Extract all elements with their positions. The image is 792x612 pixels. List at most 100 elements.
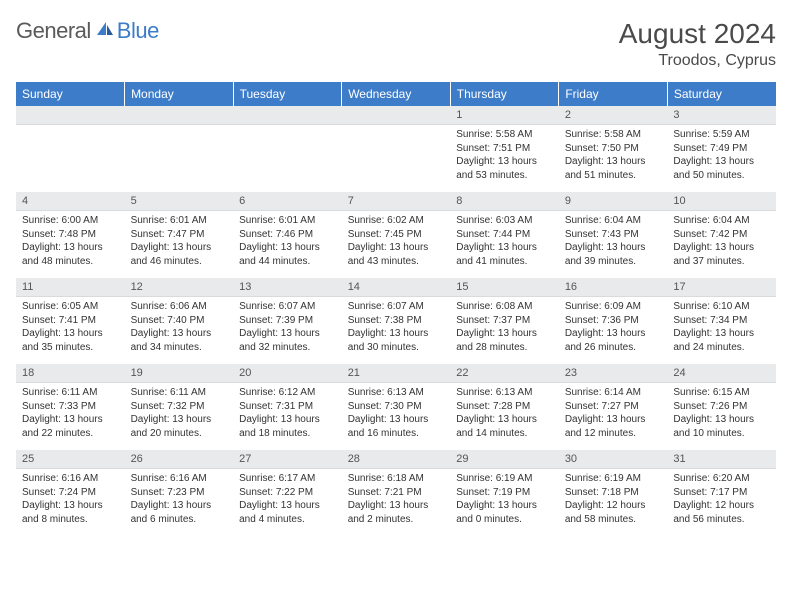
daylight-text: Daylight: 13 hours and 16 minutes. xyxy=(348,413,445,440)
day-number: 27 xyxy=(233,450,342,469)
day-number: 5 xyxy=(125,192,234,211)
day-details: Sunrise: 6:17 AMSunset: 7:22 PMDaylight:… xyxy=(233,469,342,530)
day-details: Sunrise: 6:02 AMSunset: 7:45 PMDaylight:… xyxy=(342,211,451,272)
day-number: 22 xyxy=(450,364,559,383)
sunrise-text: Sunrise: 5:59 AM xyxy=(673,128,770,142)
sunrise-text: Sunrise: 6:11 AM xyxy=(22,386,119,400)
day-details: Sunrise: 6:07 AMSunset: 7:38 PMDaylight:… xyxy=(342,297,451,358)
calendar-week-row: 11Sunrise: 6:05 AMSunset: 7:41 PMDayligh… xyxy=(16,278,776,364)
daylight-text: Daylight: 13 hours and 24 minutes. xyxy=(673,327,770,354)
sunset-text: Sunset: 7:43 PM xyxy=(565,228,662,242)
calendar-day-cell xyxy=(16,106,125,192)
sunrise-text: Sunrise: 6:07 AM xyxy=(239,300,336,314)
weekday-header-row: Sunday Monday Tuesday Wednesday Thursday… xyxy=(16,82,776,106)
day-details: Sunrise: 6:18 AMSunset: 7:21 PMDaylight:… xyxy=(342,469,451,530)
day-details: Sunrise: 6:08 AMSunset: 7:37 PMDaylight:… xyxy=(450,297,559,358)
day-details: Sunrise: 5:58 AMSunset: 7:50 PMDaylight:… xyxy=(559,125,668,186)
sunset-text: Sunset: 7:48 PM xyxy=(22,228,119,242)
day-details: Sunrise: 6:10 AMSunset: 7:34 PMDaylight:… xyxy=(667,297,776,358)
calendar-day-cell: 12Sunrise: 6:06 AMSunset: 7:40 PMDayligh… xyxy=(125,278,234,364)
calendar-day-cell: 9Sunrise: 6:04 AMSunset: 7:43 PMDaylight… xyxy=(559,192,668,278)
sunrise-text: Sunrise: 6:13 AM xyxy=(348,386,445,400)
header: General Blue August 2024 Troodos, Cyprus xyxy=(16,18,776,70)
day-details: Sunrise: 6:12 AMSunset: 7:31 PMDaylight:… xyxy=(233,383,342,444)
sunrise-text: Sunrise: 6:01 AM xyxy=(131,214,228,228)
day-number: 21 xyxy=(342,364,451,383)
day-details: Sunrise: 6:04 AMSunset: 7:42 PMDaylight:… xyxy=(667,211,776,272)
weekday-header: Tuesday xyxy=(233,82,342,106)
day-number: 3 xyxy=(667,106,776,125)
day-number: 20 xyxy=(233,364,342,383)
day-details: Sunrise: 6:19 AMSunset: 7:18 PMDaylight:… xyxy=(559,469,668,530)
sunset-text: Sunset: 7:34 PM xyxy=(673,314,770,328)
daylight-text: Daylight: 13 hours and 32 minutes. xyxy=(239,327,336,354)
day-details: Sunrise: 5:59 AMSunset: 7:49 PMDaylight:… xyxy=(667,125,776,186)
day-number: 9 xyxy=(559,192,668,211)
sunrise-text: Sunrise: 6:11 AM xyxy=(131,386,228,400)
calendar-day-cell: 2Sunrise: 5:58 AMSunset: 7:50 PMDaylight… xyxy=(559,106,668,192)
page-title: August 2024 xyxy=(619,18,776,50)
calendar-day-cell: 26Sunrise: 6:16 AMSunset: 7:23 PMDayligh… xyxy=(125,450,234,536)
weekday-header: Monday xyxy=(125,82,234,106)
sunrise-text: Sunrise: 6:09 AM xyxy=(565,300,662,314)
calendar-day-cell: 29Sunrise: 6:19 AMSunset: 7:19 PMDayligh… xyxy=(450,450,559,536)
sunrise-text: Sunrise: 6:19 AM xyxy=(565,472,662,486)
sunset-text: Sunset: 7:37 PM xyxy=(456,314,553,328)
sunset-text: Sunset: 7:27 PM xyxy=(565,400,662,414)
sunrise-text: Sunrise: 6:19 AM xyxy=(456,472,553,486)
daylight-text: Daylight: 13 hours and 37 minutes. xyxy=(673,241,770,268)
calendar-day-cell: 28Sunrise: 6:18 AMSunset: 7:21 PMDayligh… xyxy=(342,450,451,536)
day-number: 30 xyxy=(559,450,668,469)
logo: General Blue xyxy=(16,18,159,44)
calendar-day-cell: 10Sunrise: 6:04 AMSunset: 7:42 PMDayligh… xyxy=(667,192,776,278)
daylight-text: Daylight: 13 hours and 0 minutes. xyxy=(456,499,553,526)
calendar-day-cell: 11Sunrise: 6:05 AMSunset: 7:41 PMDayligh… xyxy=(16,278,125,364)
sunset-text: Sunset: 7:42 PM xyxy=(673,228,770,242)
calendar-day-cell: 17Sunrise: 6:10 AMSunset: 7:34 PMDayligh… xyxy=(667,278,776,364)
day-number: 14 xyxy=(342,278,451,297)
calendar-week-row: 4Sunrise: 6:00 AMSunset: 7:48 PMDaylight… xyxy=(16,192,776,278)
day-details: Sunrise: 6:07 AMSunset: 7:39 PMDaylight:… xyxy=(233,297,342,358)
sunset-text: Sunset: 7:45 PM xyxy=(348,228,445,242)
logo-text-2: Blue xyxy=(117,18,159,44)
day-details: Sunrise: 6:06 AMSunset: 7:40 PMDaylight:… xyxy=(125,297,234,358)
sunrise-text: Sunrise: 6:13 AM xyxy=(456,386,553,400)
sunrise-text: Sunrise: 6:06 AM xyxy=(131,300,228,314)
day-number: 10 xyxy=(667,192,776,211)
calendar-page: General Blue August 2024 Troodos, Cyprus… xyxy=(0,0,792,546)
sunrise-text: Sunrise: 6:01 AM xyxy=(239,214,336,228)
calendar-day-cell: 15Sunrise: 6:08 AMSunset: 7:37 PMDayligh… xyxy=(450,278,559,364)
calendar-day-cell xyxy=(342,106,451,192)
sunrise-text: Sunrise: 6:15 AM xyxy=(673,386,770,400)
calendar-day-cell xyxy=(125,106,234,192)
daylight-text: Daylight: 13 hours and 12 minutes. xyxy=(565,413,662,440)
sunset-text: Sunset: 7:50 PM xyxy=(565,142,662,156)
calendar-week-row: 18Sunrise: 6:11 AMSunset: 7:33 PMDayligh… xyxy=(16,364,776,450)
day-number: 12 xyxy=(125,278,234,297)
sunrise-text: Sunrise: 6:08 AM xyxy=(456,300,553,314)
day-number: 29 xyxy=(450,450,559,469)
sunrise-text: Sunrise: 6:03 AM xyxy=(456,214,553,228)
daylight-text: Daylight: 13 hours and 46 minutes. xyxy=(131,241,228,268)
day-number xyxy=(16,106,125,125)
day-details: Sunrise: 6:13 AMSunset: 7:30 PMDaylight:… xyxy=(342,383,451,444)
sunrise-text: Sunrise: 6:17 AM xyxy=(239,472,336,486)
calendar-day-cell: 7Sunrise: 6:02 AMSunset: 7:45 PMDaylight… xyxy=(342,192,451,278)
day-number xyxy=(233,106,342,125)
page-subtitle: Troodos, Cyprus xyxy=(619,52,776,70)
day-number: 8 xyxy=(450,192,559,211)
calendar-day-cell: 27Sunrise: 6:17 AMSunset: 7:22 PMDayligh… xyxy=(233,450,342,536)
calendar-day-cell: 20Sunrise: 6:12 AMSunset: 7:31 PMDayligh… xyxy=(233,364,342,450)
daylight-text: Daylight: 13 hours and 8 minutes. xyxy=(22,499,119,526)
sunset-text: Sunset: 7:47 PM xyxy=(131,228,228,242)
sunrise-text: Sunrise: 6:12 AM xyxy=(239,386,336,400)
day-number: 31 xyxy=(667,450,776,469)
calendar-week-row: 25Sunrise: 6:16 AMSunset: 7:24 PMDayligh… xyxy=(16,450,776,536)
calendar-day-cell: 23Sunrise: 6:14 AMSunset: 7:27 PMDayligh… xyxy=(559,364,668,450)
daylight-text: Daylight: 13 hours and 41 minutes. xyxy=(456,241,553,268)
sunrise-text: Sunrise: 5:58 AM xyxy=(456,128,553,142)
sunrise-text: Sunrise: 6:16 AM xyxy=(22,472,119,486)
calendar-day-cell: 14Sunrise: 6:07 AMSunset: 7:38 PMDayligh… xyxy=(342,278,451,364)
daylight-text: Daylight: 13 hours and 43 minutes. xyxy=(348,241,445,268)
sunrise-text: Sunrise: 6:02 AM xyxy=(348,214,445,228)
